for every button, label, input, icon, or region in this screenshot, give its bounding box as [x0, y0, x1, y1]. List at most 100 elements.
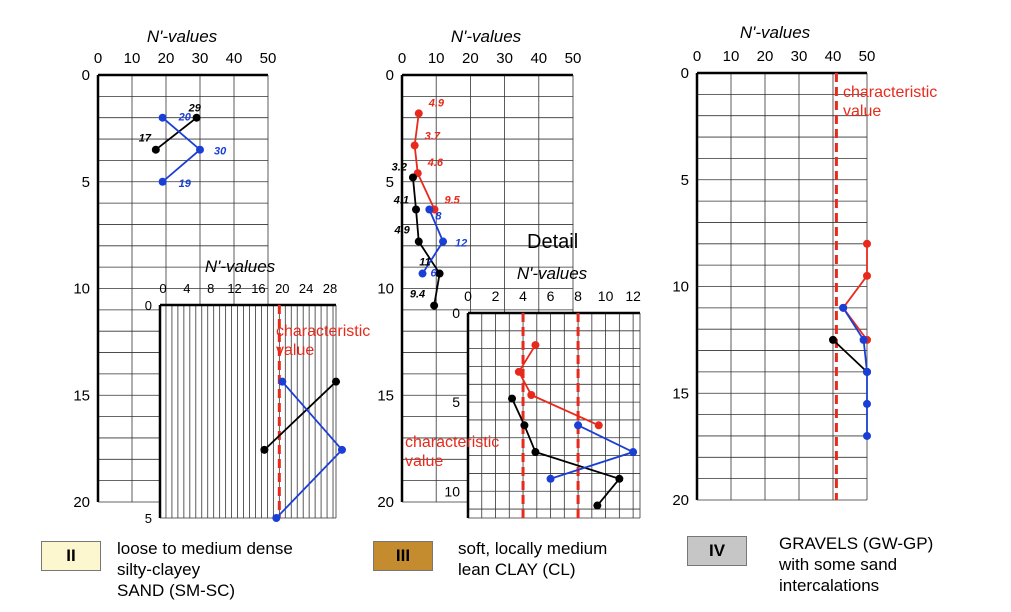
legend-line: silty-clayey: [117, 560, 201, 579]
x-tick-label: 50: [565, 50, 582, 67]
data-point: [863, 271, 871, 280]
x-tick-label: 24: [299, 281, 313, 296]
x-tick-label: 28: [323, 281, 337, 296]
x-tick-label: 10: [598, 288, 614, 304]
y-tick-label: 10: [73, 281, 90, 298]
x-tick-label: 20: [462, 50, 479, 67]
legend-box-ii: II: [41, 541, 101, 571]
data-point: [151, 145, 160, 154]
x-tick-label: 16: [251, 281, 265, 296]
data-point: [527, 391, 536, 399]
data-point: [435, 269, 444, 278]
y-tick-label: 5: [452, 394, 460, 410]
y-tick-label: 5: [145, 511, 152, 526]
data-point: [859, 335, 868, 344]
x-axis-label: N'-values: [147, 27, 218, 46]
legend-line: intercalations: [779, 576, 880, 595]
legend-line: lean CLAY (CL): [458, 560, 576, 579]
x-tick-label: 50: [859, 48, 876, 65]
data-label: 3.2: [392, 161, 407, 173]
data-point: [508, 394, 517, 403]
y-tick-label: 20: [377, 494, 394, 511]
y-tick-label: 15: [377, 387, 394, 404]
legend-text-ii: loose to medium dense silty-clayey SAND …: [117, 538, 293, 601]
data-point: [425, 205, 434, 214]
data-point: [629, 448, 638, 457]
data-point: [196, 145, 204, 154]
data-label: 11: [419, 257, 430, 269]
x-tick-label: 20: [757, 48, 774, 65]
x-tick-label: 4: [183, 281, 190, 296]
series-line: [517, 344, 600, 427]
data-point: [332, 377, 340, 386]
x-tick-label: 40: [825, 48, 842, 65]
x-axis-label: N'-values: [517, 264, 588, 283]
y-tick-label: 0: [145, 298, 152, 313]
data-label: 4.1: [393, 195, 409, 207]
series-line: [263, 381, 337, 451]
x-tick-label: 0: [464, 288, 472, 304]
y-tick-label: 10: [377, 281, 394, 298]
data-point: [418, 269, 427, 278]
plot-background: [468, 313, 640, 518]
data-point: [337, 445, 346, 454]
x-tick-label: 8: [207, 281, 214, 296]
x-tick-label: 0: [693, 48, 701, 65]
y-tick-label: 5: [82, 174, 90, 191]
data-label: 29: [188, 103, 202, 115]
x-tick-label: 30: [192, 50, 209, 67]
data-point: [514, 367, 523, 376]
data-point: [260, 445, 269, 454]
x-tick-label: 0: [159, 281, 166, 296]
data-point: [531, 341, 540, 350]
x-tick-label: 12: [625, 288, 641, 304]
x-tick-label: 2: [492, 288, 500, 304]
data-point: [546, 474, 555, 483]
data-label: 9.5: [444, 195, 460, 207]
series-line: [413, 113, 436, 210]
legend-line: soft, locally medium: [458, 539, 608, 558]
data-label: 6: [431, 268, 438, 280]
x-axis-label: N'-values: [205, 257, 276, 276]
data-point: [839, 303, 848, 312]
y-tick-label: 10: [444, 483, 460, 499]
data-point: [439, 237, 448, 246]
x-tick-label: 12: [227, 281, 241, 296]
characteristic-value-label: value: [843, 103, 881, 120]
data-point: [615, 474, 624, 483]
plot-background: [160, 305, 336, 518]
data-label: 4.9: [393, 225, 410, 237]
legend-line: loose to medium dense: [117, 539, 293, 558]
y-tick-label: 0: [386, 67, 394, 84]
legend-line: GRAVELS (GW-GP): [779, 534, 934, 553]
legend-line: with some sand: [779, 555, 898, 574]
data-point: [272, 514, 281, 522]
data-point: [863, 399, 871, 408]
characteristic-value-label: value: [276, 342, 314, 359]
y-tick-label: 20: [672, 492, 689, 509]
characteristic-value-label: characteristic: [843, 84, 937, 101]
y-tick-label: 5: [386, 174, 394, 191]
data-label: 12: [455, 238, 467, 250]
x-tick-label: 20: [158, 50, 175, 67]
x-axis-label: N'-values: [451, 27, 522, 46]
series-line: [162, 117, 202, 183]
characteristic-value-label: value: [405, 453, 443, 470]
x-tick-label: 50: [260, 50, 277, 67]
x-tick-label: 6: [547, 288, 555, 304]
data-point: [531, 448, 540, 457]
inset-title: Detail: [527, 231, 578, 253]
y-tick-label: 20: [73, 494, 90, 511]
legend-box-iv: IV: [687, 536, 747, 566]
characteristic-value-label: characteristic: [276, 323, 370, 340]
characteristic-value-label: characteristic: [405, 434, 499, 451]
y-tick-label: 10: [672, 279, 689, 296]
y-tick-label: 5: [681, 172, 689, 189]
x-tick-label: 10: [428, 50, 445, 67]
data-label: 3.7: [425, 130, 441, 142]
y-tick-label: 15: [73, 387, 90, 404]
data-point: [574, 421, 583, 430]
data-point: [520, 421, 529, 430]
data-point: [158, 177, 167, 186]
